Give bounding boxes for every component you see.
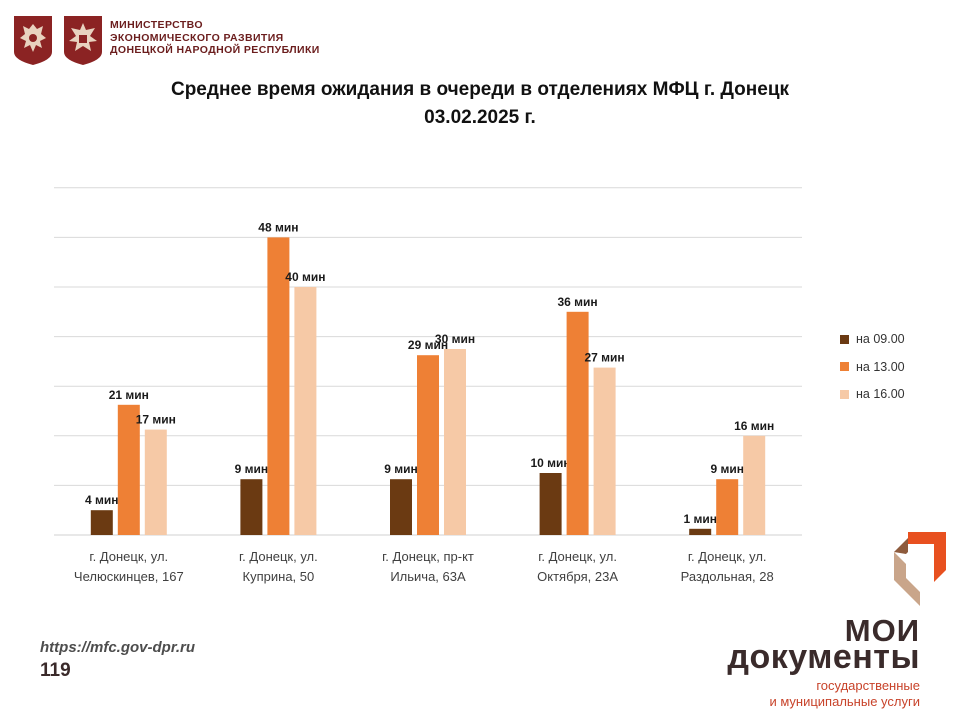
ministry-line: ЭКОНОМИЧЕСКОГО РАЗВИТИЯ [110, 31, 284, 44]
legend-swatch [840, 389, 849, 399]
category-label: Куприна, 50 [243, 569, 315, 584]
data-label: 9 мин [384, 462, 418, 476]
bar [417, 355, 439, 535]
legend-swatch [840, 362, 849, 371]
category-label: Октября, 23А [537, 569, 618, 584]
chart-title: Среднее время ожидания в очереди в отдел… [170, 79, 790, 100]
bar [117, 404, 140, 535]
legend-label: на 16.00 [856, 387, 905, 401]
category-label: Ильича, 63А [390, 569, 466, 584]
bar [444, 349, 466, 535]
header: МИНИСТЕРСТВО ЭКОНОМИЧЕСКОГО РАЗВИТИЯ ДОН… [12, 14, 432, 68]
bar [689, 528, 712, 535]
data-label: 29 мин [408, 338, 448, 352]
bar [566, 311, 589, 535]
data-label: 4 мин [85, 493, 119, 507]
category-label: г. Донецк, ул. [239, 549, 318, 564]
brand-tagline-line: государственные [816, 678, 920, 693]
legend-item-16: на 16.00 [840, 387, 905, 401]
bar [716, 479, 739, 535]
page-number: 119 [40, 660, 71, 681]
dpr-emblem-icon [64, 16, 102, 65]
bar [144, 429, 167, 535]
category-label: Челюскинцев, 167 [74, 569, 184, 584]
legend-label: на 09.00 [856, 332, 905, 346]
data-label: 1 мин [683, 512, 717, 526]
bar [267, 237, 290, 535]
brand-tagline-line: и муниципальные услуги [769, 694, 920, 709]
data-label: 16 мин [734, 419, 774, 433]
legend: на 09.00 на 13.00 на 16.00 [840, 332, 905, 415]
data-label: 48 мин [258, 220, 298, 234]
data-label: 27 мин [585, 351, 625, 365]
legend-item-13: на 13.00 [840, 360, 905, 374]
bar [240, 479, 263, 535]
moi-dokumenty-logo-icon [894, 532, 946, 606]
brand-name-main: документы [727, 638, 920, 676]
category-label: г. Донецк, ул. [688, 549, 767, 564]
ministry-line: МИНИСТЕРСТВО [110, 19, 203, 31]
legend-label: на 13.00 [856, 359, 905, 374]
brand-name-top: МОИ [844, 613, 920, 648]
category-label: Раздольная, 28 [681, 569, 774, 584]
bar [743, 435, 766, 535]
category-label: г. Донецк, пр-кт [382, 549, 474, 564]
bar [390, 479, 412, 535]
data-label: 9 мин [235, 462, 269, 476]
website-link[interactable]: https://mfc.gov-dpr.ru [40, 639, 195, 656]
legend-item-09: на 09.00 [840, 332, 905, 346]
bar [539, 473, 562, 535]
bar [593, 367, 616, 535]
category-label: г. Донецк, ул. [89, 549, 168, 564]
data-label: 21 мин [109, 388, 149, 402]
ministry-line: ДОНЕЦКОЙ НАРОДНОЙ РЕСПУБЛИКИ [110, 44, 320, 56]
chart-title-block: Среднее время ожидания в очереди в отдел… [80, 76, 880, 132]
legend-swatch [840, 334, 849, 344]
bar [90, 510, 113, 535]
brand-tagline: государственные и муниципальные услуги [769, 678, 920, 710]
data-label: 17 мин [136, 413, 176, 427]
ministry-name: МИНИСТЕРСТВО ЭКОНОМИЧЕСКОГО РАЗВИТИЯ ДОН… [110, 19, 320, 57]
data-label: 40 мин [285, 270, 325, 284]
coat-of-arms-icon [14, 16, 52, 65]
bar [294, 287, 317, 535]
data-label: 36 мин [558, 295, 598, 309]
data-label: 30 мин [435, 332, 475, 346]
data-label: 10 мин [531, 456, 571, 470]
category-label: г. Донецк, ул. [538, 549, 617, 564]
chart-subtitle: 03.02.2025 г. [424, 107, 536, 128]
data-label: 9 мин [710, 462, 744, 476]
